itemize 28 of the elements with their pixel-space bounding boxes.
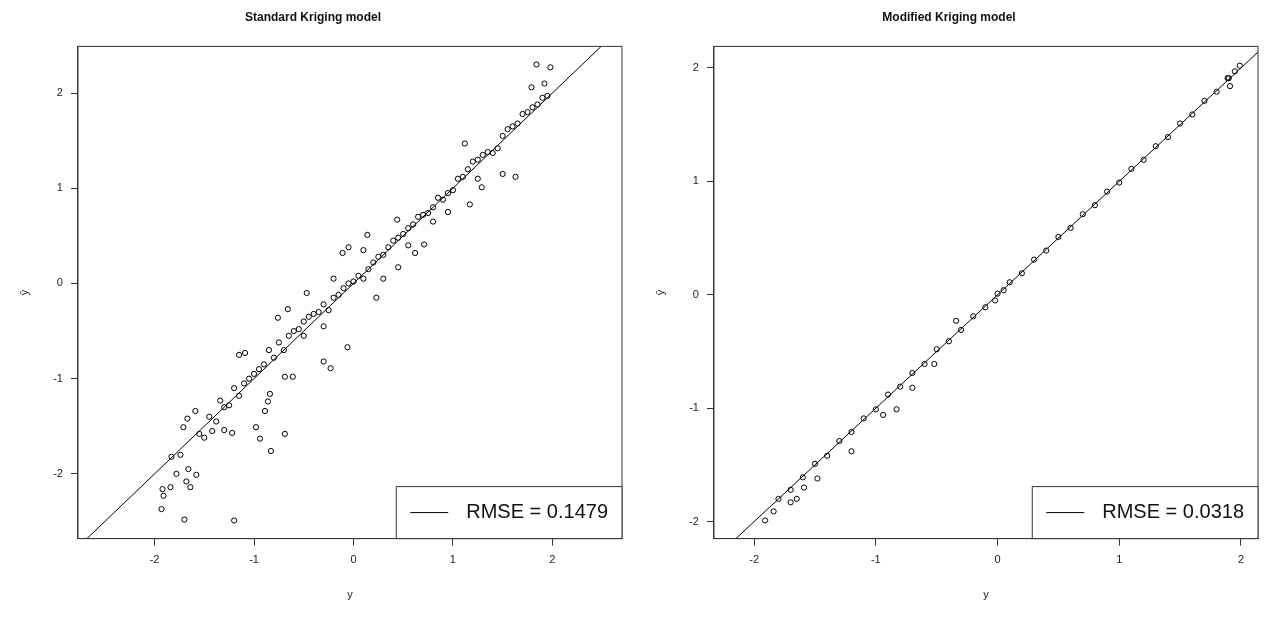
- y-axis-title: ŷ: [653, 289, 666, 296]
- x-tick-label: 1: [1116, 553, 1123, 566]
- y-tick-label: -2: [689, 514, 699, 527]
- y-tick-label: 2: [692, 60, 699, 73]
- x-axis-title: y: [347, 588, 354, 601]
- y-tick-label: 0: [56, 276, 63, 289]
- y-tick-label: -2: [53, 466, 63, 479]
- x-tick-label: 0: [994, 553, 1001, 566]
- y-axis-title: ŷ: [17, 289, 30, 296]
- x-tick-label: -1: [870, 553, 881, 566]
- x-tick-label: 2: [1237, 553, 1245, 566]
- x-tick-label: -2: [149, 553, 160, 566]
- legend-label: RMSE = 0.1479: [466, 500, 608, 523]
- y-tick-label: 1: [56, 181, 63, 194]
- legend-label: RMSE = 0.0318: [1102, 500, 1244, 523]
- y-tick-label: 0: [692, 287, 699, 300]
- y-tick-label: 1: [692, 174, 699, 187]
- y-tick-label: 2: [56, 86, 63, 99]
- x-tick-label: 0: [350, 553, 357, 566]
- x-tick-label: 1: [449, 553, 456, 566]
- y-tick-label: -1: [689, 401, 699, 414]
- chart-title: Standard Kriging model: [244, 9, 382, 24]
- y-tick-label: -1: [53, 371, 63, 384]
- x-tick-label: -1: [249, 553, 259, 566]
- x-tick-label: 2: [549, 553, 556, 566]
- x-axis-title: y: [983, 588, 990, 601]
- chart-title: Modified Kriging model: [882, 9, 1016, 24]
- x-tick-label: -2: [749, 553, 760, 566]
